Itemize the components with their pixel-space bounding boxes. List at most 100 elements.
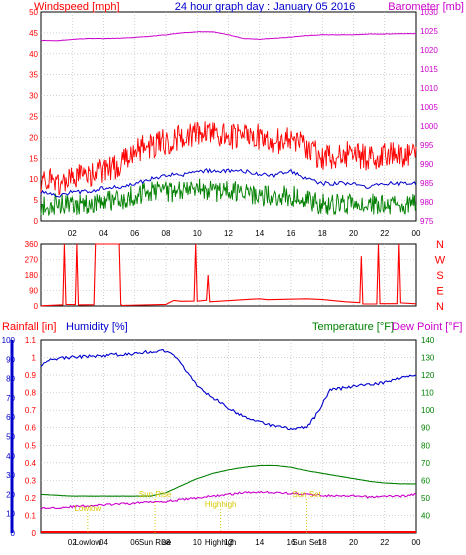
climate-x-tick-label: 14 xyxy=(255,538,264,547)
sun-event-time-label: Sun Rise xyxy=(139,538,172,547)
wind-y-tick-label: 20 xyxy=(29,133,38,142)
rainfall-y-tick-label: 0.3 xyxy=(25,476,37,485)
wind-y-tick-label: 45 xyxy=(29,29,38,38)
direction-y-tick-label: 90 xyxy=(29,287,38,296)
wind-direction-series-line xyxy=(40,243,417,307)
direction-y-tick-label: 360 xyxy=(25,240,39,249)
rainfall-axis-title: Rainfall [in] xyxy=(2,321,56,333)
average-wind-series-line xyxy=(40,168,417,198)
wind-y-tick-label: 30 xyxy=(29,92,38,101)
climate-x-tick-label: 18 xyxy=(318,538,327,547)
humidity-y-tick-label: 10 xyxy=(6,510,15,519)
wind-x-tick-label: 18 xyxy=(318,229,327,238)
sun-event-time-label: Lowlow xyxy=(75,538,102,547)
wind-y-tick-label: 15 xyxy=(29,154,38,163)
temperature-y-tick-label: 100 xyxy=(421,406,435,415)
sun-event-time-label: Sun Set xyxy=(292,538,321,547)
rainfall-y-tick-label: 0.9 xyxy=(25,371,37,380)
direction-y-tick-label: 180 xyxy=(25,271,39,280)
climate-x-tick-label: 04 xyxy=(99,538,108,547)
temperature-y-tick-label: 60 xyxy=(421,476,430,485)
temperature-y-tick-label: 110 xyxy=(421,389,434,398)
rainfall-y-tick-label: 0.7 xyxy=(25,406,37,415)
barometer-y-tick-label: 1020 xyxy=(420,46,438,55)
barometer-y-tick-label: 1015 xyxy=(420,65,438,74)
rainfall-y-tick-label: 1.1 xyxy=(25,336,37,345)
chart-title: 24 hour graph day : January 05 2016 xyxy=(175,1,355,13)
barometer-y-tick-label: 975 xyxy=(420,217,434,226)
barometer-y-tick-label: 1005 xyxy=(420,103,438,112)
climate-x-tick-label: 00 xyxy=(412,538,421,547)
humidity-y-tick-label: 100 xyxy=(2,336,16,345)
wind-y-tick-label: 0 xyxy=(34,217,39,226)
climate-x-tick-label: 08 xyxy=(162,538,171,547)
rainfall-y-tick-label: 0.6 xyxy=(25,424,37,433)
climate-x-tick-label: 20 xyxy=(349,538,358,547)
wind-y-tick-label: 5 xyxy=(34,196,39,205)
windspeed-axis-title: Windspeed [mph] xyxy=(34,1,120,13)
gust-series-line xyxy=(40,121,417,196)
climate-x-tick-label: 22 xyxy=(380,538,389,547)
direction-y-tick-label: 0 xyxy=(34,302,39,311)
dewpoint-series-line xyxy=(40,490,417,510)
sun-event-label: Highhigh xyxy=(205,500,237,509)
humidity-y-tick-label: 50 xyxy=(6,433,15,442)
temperature-y-tick-label: 80 xyxy=(421,441,430,450)
temperature-y-tick-label: 90 xyxy=(421,424,430,433)
rainfall-y-tick-label: 0.5 xyxy=(25,441,37,450)
sun-event-label: Lowlow xyxy=(75,504,102,513)
humidity-y-tick-label: 40 xyxy=(6,452,15,461)
climate-x-tick-label: 02 xyxy=(68,538,77,547)
barometer-y-tick-label: 995 xyxy=(420,141,434,150)
wind-x-tick-label: 10 xyxy=(193,229,202,238)
wind-x-tick-label: 04 xyxy=(99,229,108,238)
wind-x-tick-label: 02 xyxy=(68,229,77,238)
rainfall-y-tick-label: 0.2 xyxy=(25,494,37,503)
wind-y-tick-label: 25 xyxy=(29,113,38,122)
compass-direction-label: E xyxy=(436,286,443,298)
sun-event-label: Sun Rise xyxy=(139,490,172,499)
humidity-y-tick-label: 80 xyxy=(6,375,15,384)
wind-x-tick-label: 00 xyxy=(412,229,421,238)
rainfall-y-tick-label: 0.8 xyxy=(25,389,37,398)
climate-x-tick-label: 06 xyxy=(130,538,139,547)
humidity-y-tick-label: 20 xyxy=(6,490,15,499)
temperature-y-tick-label: 70 xyxy=(421,459,430,468)
temperature-y-tick-label: 120 xyxy=(421,371,435,380)
barometer-y-tick-label: 990 xyxy=(420,160,434,169)
direction-y-tick-label: 270 xyxy=(25,256,39,265)
climate-x-tick-label: 16 xyxy=(287,538,296,547)
wind-y-tick-label: 10 xyxy=(29,175,38,184)
rainfall-y-tick-label: 0.1 xyxy=(25,511,37,520)
wind-x-tick-label: 20 xyxy=(349,229,358,238)
wind-y-tick-label: 40 xyxy=(29,50,38,59)
humidity-y-tick-label: 30 xyxy=(6,471,15,480)
temperature-y-tick-label: 130 xyxy=(421,354,435,363)
temperature-axis-title: Temperature [°F] xyxy=(312,321,394,333)
climate-x-tick-label: 12 xyxy=(224,538,233,547)
dewpoint-axis-title: Dew Point [°F] xyxy=(392,321,462,333)
barometer-y-tick-label: 1025 xyxy=(420,27,438,36)
humidity-y-tick-label: 0 xyxy=(11,529,16,538)
humidity-y-tick-label: 60 xyxy=(6,413,15,422)
humidity-axis-title: Humidity [%] xyxy=(66,321,128,333)
temperature-y-tick-label: 140 xyxy=(421,336,435,345)
temperature-series-line xyxy=(40,464,416,497)
wind-y-tick-label: 50 xyxy=(29,8,38,17)
temperature-y-tick-label: 50 xyxy=(421,494,430,503)
sun-event-time-label: Highhigh xyxy=(205,538,237,547)
humidity-y-tick-label: 90 xyxy=(6,355,15,364)
humidity-y-tick-label: 70 xyxy=(6,394,15,403)
compass-direction-label: W xyxy=(435,255,446,267)
wind-x-tick-label: 22 xyxy=(380,229,389,238)
humidity-series-line xyxy=(40,348,417,431)
wind-x-tick-label: 14 xyxy=(255,229,264,238)
barometer-y-tick-label: 985 xyxy=(420,179,434,188)
barometer-y-tick-label: 1030 xyxy=(420,8,438,17)
rainfall-y-tick-label: 0.4 xyxy=(25,459,37,468)
wind-x-tick-label: 12 xyxy=(224,229,233,238)
rainfall-y-tick-label: 0 xyxy=(32,529,37,538)
barometer-y-tick-label: 980 xyxy=(420,198,434,207)
barometer-y-tick-label: 1000 xyxy=(420,122,438,131)
